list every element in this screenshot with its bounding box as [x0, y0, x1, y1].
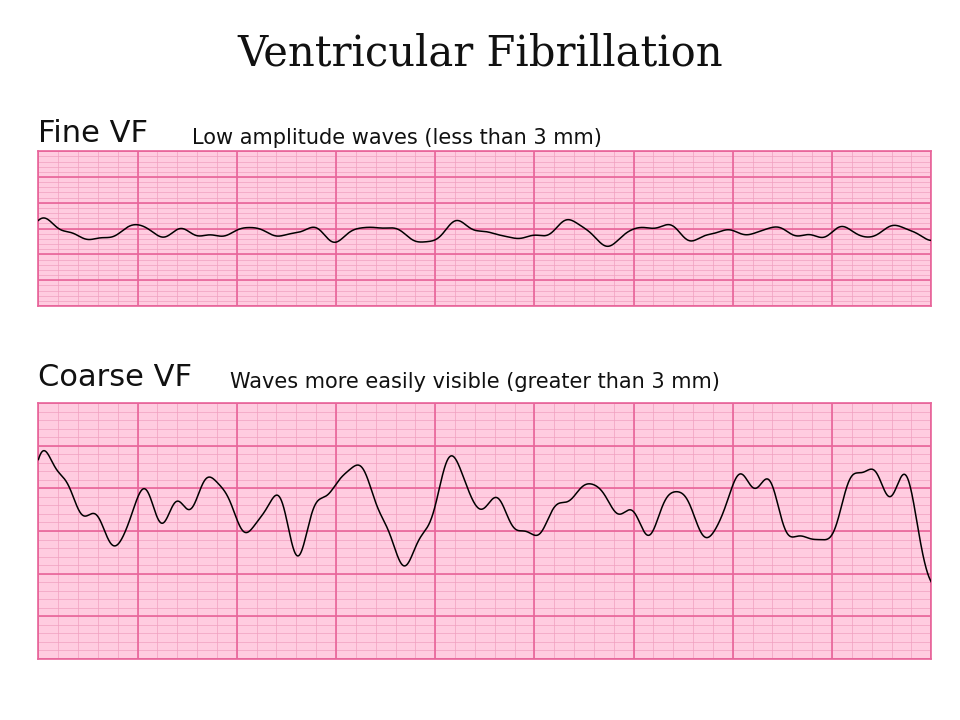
Text: Fine VF: Fine VF — [38, 119, 149, 148]
Text: Waves more easily visible (greater than 3 mm): Waves more easily visible (greater than … — [230, 372, 720, 392]
Text: Ventricular Fibrillation: Ventricular Fibrillation — [237, 32, 723, 74]
Text: Coarse VF: Coarse VF — [38, 364, 192, 392]
Text: Low amplitude waves (less than 3 mm): Low amplitude waves (less than 3 mm) — [192, 127, 602, 148]
